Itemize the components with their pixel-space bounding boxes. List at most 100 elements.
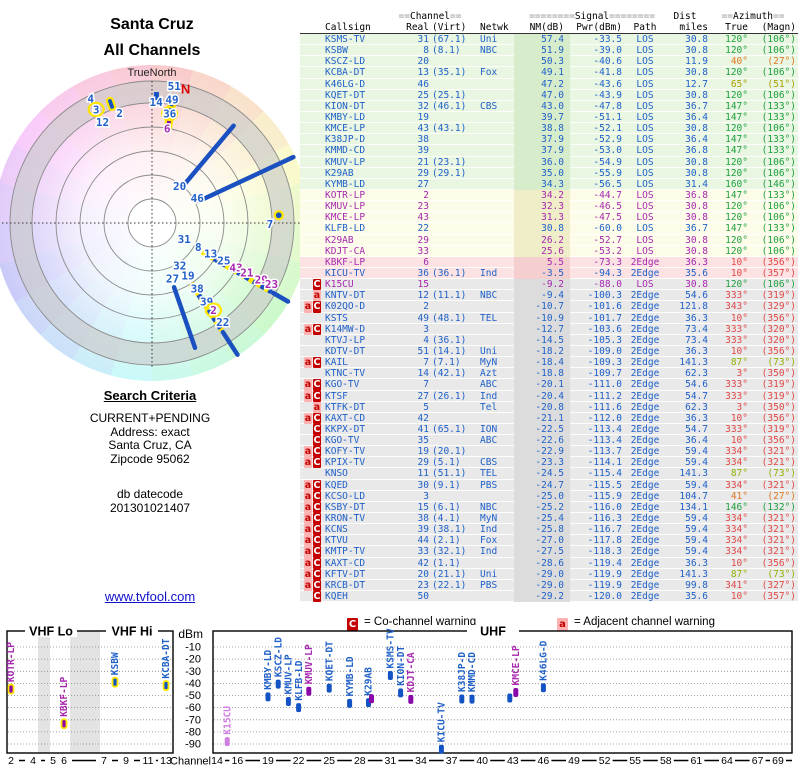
- cell-nm-db: -27.5: [514, 546, 570, 558]
- cell-az-true: 120°: [725, 89, 748, 101]
- cell-az-magn: (73°): [767, 468, 796, 480]
- cell-nm-db: -28.6: [514, 557, 570, 569]
- tvfool-link-wrap: www.tvfool.com: [40, 589, 260, 604]
- cell-netwk: ION: [480, 423, 498, 435]
- cell-dist-miles: 30.8: [685, 279, 708, 291]
- cell-callsign: K14MW-D: [325, 323, 366, 335]
- table-row: KSTS 49 (48.1) TEL -10.9 -101.7 2Edge 36.3 10° (3…: [300, 312, 798, 324]
- channel-axis-title: Channel: [170, 756, 211, 768]
- table-row: KCBA-DT 13 (35.1) Fox 49.1 -41.8 LOS 30.8 120° (1…: [300, 67, 798, 79]
- station-callsign-label: KMUV-LP: [284, 654, 295, 694]
- cell-dist-miles: 62.3: [685, 401, 708, 413]
- cell-pwr-dbm: -111.0: [587, 379, 622, 391]
- cell-warnings: [300, 168, 322, 179]
- vhf-lo-band-label: VHF Lo: [29, 625, 73, 639]
- cell-nm-db: -21.1: [514, 412, 570, 424]
- cell-az-magn: (350°): [761, 368, 796, 380]
- cell-callsign: KMUV-LP: [325, 156, 366, 168]
- dbm-tick-label: -90: [185, 739, 201, 751]
- channel-tick-label: 31: [385, 755, 397, 767]
- station-marker: [162, 680, 170, 691]
- tvfool-link[interactable]: www.tvfool.com: [104, 589, 196, 604]
- cell-virt: [429, 134, 478, 145]
- cell-virt: [429, 402, 478, 413]
- cell-netwk: [478, 223, 514, 234]
- cell-dist-miles: 141.3: [679, 468, 708, 480]
- cell-dist-miles: 59.4: [685, 479, 708, 491]
- station-callsign-label: KSCZ-LD: [273, 637, 284, 677]
- cell-az-magn: (106°): [761, 279, 796, 291]
- cell-netwk: [478, 79, 514, 90]
- radar-channel-label: 49: [165, 94, 178, 107]
- adjacent-channel-warning-icon: a: [304, 490, 312, 502]
- cell-virt: [429, 301, 478, 312]
- cell-netwk: [478, 558, 514, 569]
- search-criteria-line: CURRENT+PENDING: [89, 411, 211, 425]
- cell-nm-db: -25.8: [514, 524, 570, 536]
- station-callsign-label: KICU-TV: [437, 702, 448, 742]
- cell-az-true: 87°: [730, 357, 748, 369]
- co-channel-warning-icon: C: [313, 524, 321, 536]
- cell-callsign: KYMB-LD: [325, 178, 366, 190]
- cell-az-magn: (27°): [767, 56, 796, 68]
- cell-virt: (2.1): [432, 535, 461, 547]
- cell-az-magn: (321°): [761, 524, 796, 536]
- cell-az-true: 160°: [725, 178, 748, 190]
- adjacent-channel-warning-icon: a: [304, 479, 312, 491]
- cell-netwk: [478, 279, 514, 290]
- cell-virt: [429, 145, 478, 156]
- cell-az-true: 120°: [725, 234, 748, 246]
- cell-callsign: K46LG-D: [325, 78, 366, 90]
- cell-path: 2Edge: [630, 368, 660, 380]
- cell-netwk: TEL: [480, 468, 498, 480]
- channel-tick-label: 19: [262, 755, 274, 767]
- cell-pwr-dbm: -46.5: [593, 201, 622, 213]
- co-channel-warning-icon: C: [313, 390, 321, 402]
- channel-tick-label: 2: [8, 755, 14, 767]
- cell-dist-miles: 30.8: [685, 45, 708, 57]
- co-channel-legend-label: = Co-channel warning: [364, 616, 477, 628]
- cell-callsign: KSCZ-LD: [325, 56, 366, 68]
- cell-path: LOS: [636, 156, 654, 168]
- cell-virt: [429, 212, 478, 223]
- table-row: a KTFK-DT 5 Tel -20.8 -111.6 2Edge 62.3 3° (350°): [300, 401, 798, 413]
- cell-nm-db: -3.5: [514, 267, 570, 280]
- cell-netwk: TEL: [480, 312, 498, 324]
- cell-dist-miles: 30.8: [685, 34, 708, 45]
- cell-nm-db: -25.4: [514, 513, 570, 525]
- dbm-axis-title: dBm: [178, 627, 203, 641]
- radar-channel-label: 8: [195, 241, 202, 254]
- cell-netwk: Ind: [480, 546, 498, 558]
- cell-nm-db: -24.5: [514, 468, 570, 480]
- cell-pwr-dbm: -115.9: [587, 490, 622, 502]
- cell-real: 49: [417, 312, 429, 324]
- cell-path: 2Edge: [630, 401, 660, 413]
- cell-dist-miles: 59.4: [685, 513, 708, 525]
- cell-dist-miles: 30.8: [685, 167, 708, 179]
- cell-real: 43: [417, 123, 429, 135]
- cell-nm-db: 36.0: [514, 156, 570, 168]
- table-row: a C KAIL 7 (7.1) MyN -18.4 -109.3 2Edge 141.3 87°(…: [300, 357, 798, 369]
- cell-real: 21: [417, 156, 429, 168]
- channel-tick-label: 67: [752, 755, 764, 767]
- cell-nm-db: -9.4: [514, 290, 570, 302]
- cell-az-magn: (146°): [761, 178, 796, 190]
- channel-tick-label: 4: [30, 755, 36, 767]
- cell-callsign: KMMD-CD: [325, 145, 366, 157]
- table-row: a C KSBY-DT 15 (6.1) NBC -25.2 -116.0 2Edge 134.1…: [300, 501, 798, 514]
- table-row: K29AB 29 26.2 -52.7 LOS 30.8 120° (106°): [300, 234, 798, 246]
- cell-path: 2Edge: [630, 357, 660, 369]
- cell-pwr-dbm: -116.7: [587, 524, 622, 536]
- cell-callsign: K02QO-D: [325, 301, 366, 313]
- cell-path: 2Edge: [630, 568, 660, 580]
- cell-az-true: 10°: [730, 267, 748, 279]
- station-marker: [265, 692, 271, 702]
- adjacent-channel-warning-icon: a: [304, 524, 312, 536]
- station-marker: [513, 687, 519, 697]
